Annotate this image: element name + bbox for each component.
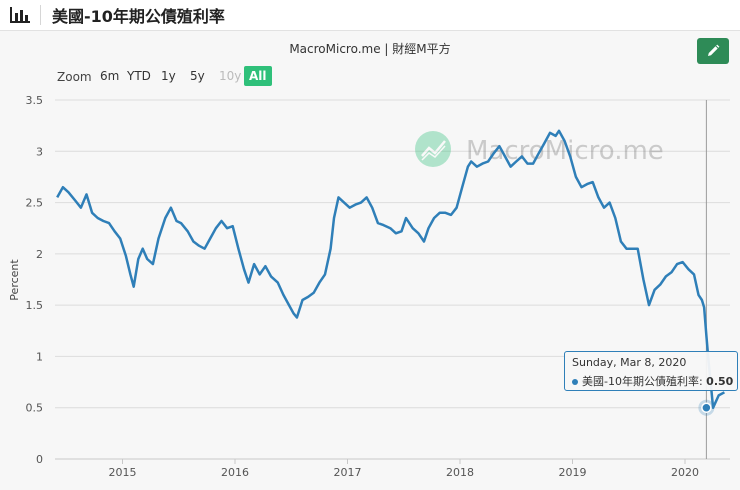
zoom-all-button[interactable]: All	[244, 66, 272, 86]
tooltip-value: 0.50	[706, 375, 734, 388]
zoom-6m-button[interactable]: 6m	[100, 69, 120, 83]
zoom-10y-button: 10y	[219, 69, 242, 83]
chart-title: MacroMicro.me | 財經M平方	[289, 42, 451, 56]
macromicro-logo	[415, 131, 451, 167]
x-tick-label: 2016	[221, 466, 249, 479]
data-tooltip: Sunday, Mar 8, 2020 美國-10年期公債殖利率: 0.50	[564, 351, 738, 391]
tooltip-series-row: 美國-10年期公債殖利率: 0.50	[572, 373, 733, 389]
series-line[interactable]	[56, 129, 725, 409]
series-dot-icon	[572, 379, 578, 385]
header-divider	[40, 5, 41, 25]
y-axis-label: Percent	[8, 259, 21, 301]
highlight-point[interactable]	[701, 402, 712, 413]
zoom-ytd-button[interactable]: YTD	[127, 69, 151, 83]
x-tick-label: 2020	[671, 466, 699, 479]
chart-panel	[0, 31, 740, 490]
edit-button[interactable]	[697, 38, 729, 64]
y-tick-label: 0	[36, 453, 43, 466]
tooltip-series-label: 美國-10年期公債殖利率:	[582, 375, 703, 388]
y-tick-label: 1	[36, 350, 43, 363]
page-title: 美國-10年期公債殖利率	[52, 7, 225, 26]
y-tick-label: 1.5	[26, 299, 44, 312]
x-tick-label: 2015	[109, 466, 137, 479]
x-tick-label: 2018	[446, 466, 474, 479]
watermark: MacroMicro.me	[415, 131, 664, 167]
y-tick-label: 2.5	[26, 197, 44, 210]
y-tick-label: 0.5	[26, 402, 44, 415]
bar-chart-icon	[10, 7, 30, 27]
header-bar: 美國-10年期公債殖利率	[0, 0, 740, 31]
zoom-5y-button[interactable]: 5y	[190, 69, 205, 83]
zoom-label: Zoom	[57, 70, 92, 84]
y-tick-label: 3	[36, 145, 43, 158]
x-tick-label: 2017	[334, 466, 362, 479]
pencil-icon	[708, 44, 720, 56]
x-tick-label: 2019	[559, 466, 587, 479]
y-tick-label: 3.5	[26, 94, 44, 107]
zoom-1y-button[interactable]: 1y	[161, 69, 176, 83]
y-tick-label: 2	[36, 248, 43, 261]
tooltip-date: Sunday, Mar 8, 2020	[572, 356, 687, 369]
